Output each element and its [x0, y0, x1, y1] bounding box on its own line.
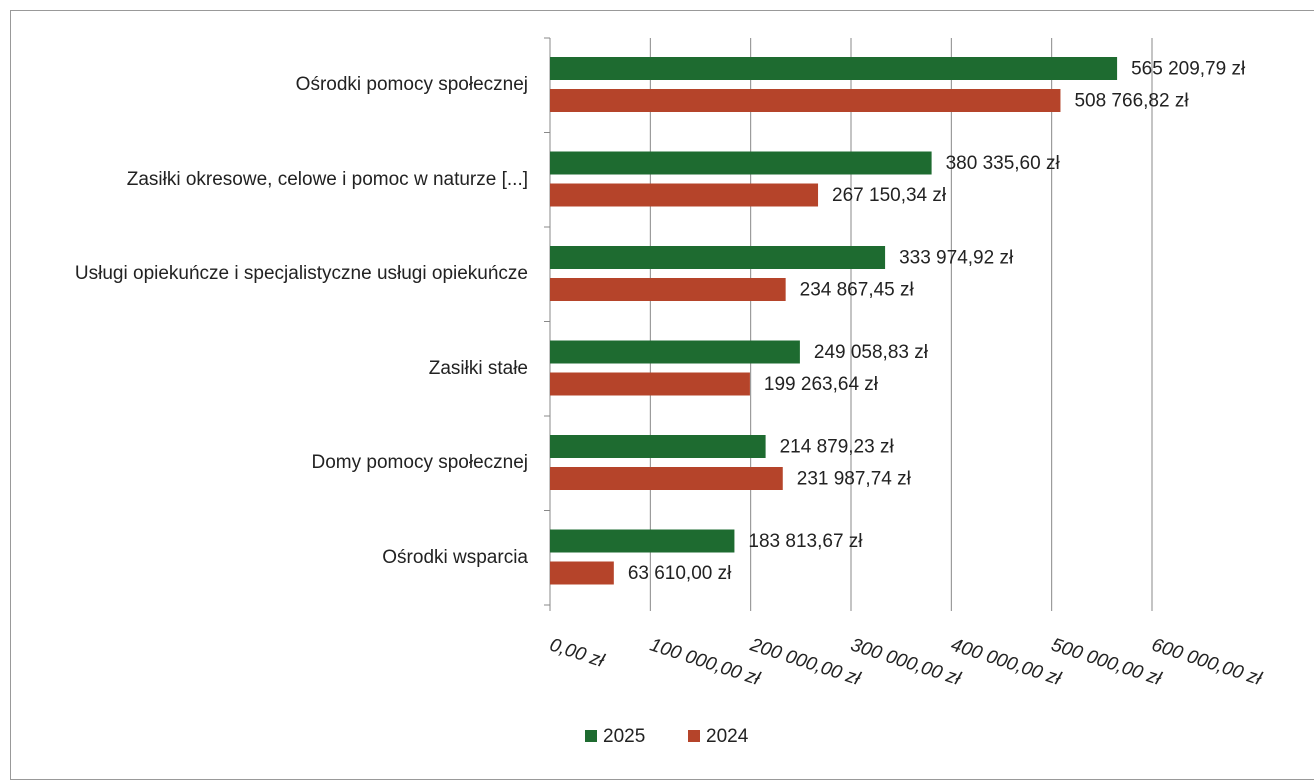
bar [550, 529, 735, 553]
bar [550, 278, 786, 301]
value-label: 380 335,60 zł [946, 153, 1061, 174]
value-label: 183 813,67 zł [748, 531, 863, 552]
y-tick-label: Ośrodki wsparcia [382, 546, 528, 568]
y-tick-label: Zasiłki stałe [428, 357, 528, 379]
bar [550, 435, 766, 458]
value-label: 231 987,74 zł [797, 469, 912, 490]
y-tick-label: Domy pomocy społecznej [311, 452, 528, 474]
x-tick-label: 500 000,00 zł [1049, 635, 1165, 690]
legend-label: 2024 [706, 726, 749, 747]
value-label: 199 263,64 zł [764, 374, 879, 395]
x-tick-label: 0,00 zł [547, 635, 607, 673]
x-tick-label: 100 000,00 zł [647, 635, 763, 690]
value-label: 63 610,00 zł [628, 563, 732, 584]
value-label: 333 974,92 zł [899, 248, 1014, 269]
legend-swatch [585, 730, 597, 742]
bar [550, 57, 1118, 80]
value-label: 508 766,82 zł [1074, 91, 1189, 112]
y-tick-label: Ośrodki pomocy społecznej [295, 74, 528, 96]
x-tick-label: 400 000,00 zł [948, 635, 1064, 690]
legend-label: 2025 [603, 726, 645, 747]
bar [550, 246, 886, 269]
y-tick-label: Usługi opiekuńcze i specjalistyczne usłu… [74, 263, 528, 285]
value-label: 214 879,23 zł [780, 437, 895, 458]
value-label: 234 867,45 zł [800, 280, 915, 301]
bar [550, 372, 750, 396]
x-tick-label: 300 000,00 zł [848, 635, 964, 690]
bar [550, 561, 614, 585]
bar [550, 89, 1061, 112]
bar [550, 151, 932, 175]
bar [550, 467, 783, 490]
y-tick-label: Zasiłki okresowe, celowe i pomoc w natur… [126, 168, 528, 190]
bar [550, 340, 800, 364]
legend-swatch [688, 730, 700, 742]
value-label: 565 209,79 zł [1131, 59, 1246, 80]
value-label: 267 150,34 zł [832, 185, 947, 206]
bar [550, 183, 819, 207]
x-tick-label: 600 000,00 zł [1149, 635, 1265, 690]
value-label: 249 058,83 zł [814, 342, 929, 363]
x-tick-label: 200 000,00 zł [747, 634, 864, 690]
